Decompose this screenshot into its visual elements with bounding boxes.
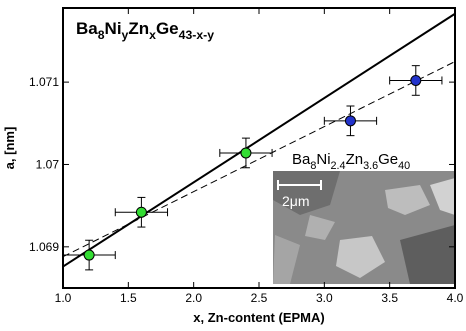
inset-label: Ba8Ni2.4Zn3.6Ge40 — [292, 151, 410, 172]
text-part: Zn — [128, 19, 149, 38]
y-axis-title: a, [nm] — [2, 127, 17, 170]
subscript: 8 — [310, 160, 316, 172]
x-tick-label: 4.0 — [447, 291, 464, 305]
data-point — [135, 206, 147, 218]
x-axis-title: x, Zn-content (EPMA) — [193, 310, 324, 325]
text-part: Ni — [316, 151, 330, 168]
y-tick-label: 1.071 — [29, 75, 59, 89]
text-part: Ge — [378, 151, 398, 168]
x-tick-label: 3.0 — [316, 291, 333, 305]
data-point — [240, 147, 252, 159]
text-part: Zn — [346, 151, 364, 168]
x-tick-label: 1.5 — [120, 291, 137, 305]
data-point — [410, 74, 422, 86]
y-tick-label: 1.07 — [36, 157, 60, 171]
text-part: Ge — [156, 19, 179, 38]
data-point — [344, 115, 356, 127]
text-part: Ba — [76, 19, 98, 38]
subscript: x — [149, 28, 156, 42]
inset-image: 2μm — [273, 171, 455, 284]
subscript: 40 — [398, 160, 410, 172]
chart-title: Ba8NiyZnxGe43-x-y — [76, 19, 214, 42]
y-tick-label: 1.069 — [29, 240, 59, 254]
scale-bar-label: 2μm — [282, 193, 310, 209]
x-tick-label: 2.5 — [251, 291, 268, 305]
subscript: 8 — [98, 28, 105, 42]
x-tick-label: 2.0 — [185, 291, 202, 305]
subscript: 2.4 — [331, 160, 346, 172]
dashed-fit-line — [62, 61, 456, 258]
text-part: Ba — [292, 151, 311, 168]
x-tick-label: 3.5 — [381, 291, 398, 305]
data-point — [83, 249, 95, 261]
x-tick-label: 1.0 — [55, 291, 72, 305]
subscript: 3.6 — [363, 160, 378, 172]
subscript: y — [122, 28, 129, 42]
subscript: 43-x-y — [179, 28, 215, 42]
text-part: Ni — [105, 19, 122, 38]
